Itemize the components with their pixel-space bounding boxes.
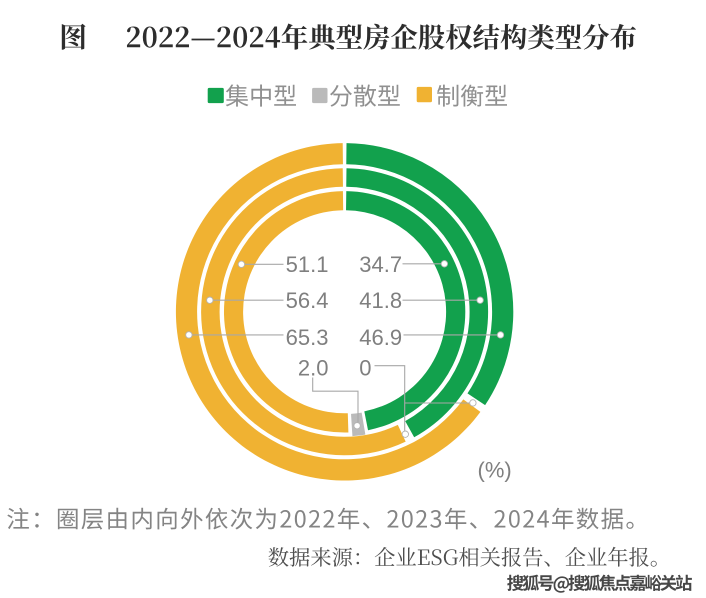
svg-text:46.9: 46.9 xyxy=(359,325,402,350)
svg-text:51.1: 51.1 xyxy=(286,252,329,277)
svg-text:(%): (%) xyxy=(478,458,512,483)
svg-text:0: 0 xyxy=(359,355,371,380)
svg-text:34.7: 34.7 xyxy=(359,252,402,277)
svg-text:56.4: 56.4 xyxy=(286,288,329,313)
svg-text:2.0: 2.0 xyxy=(298,355,329,380)
svg-text:65.3: 65.3 xyxy=(286,325,329,350)
svg-text:41.8: 41.8 xyxy=(359,288,402,313)
